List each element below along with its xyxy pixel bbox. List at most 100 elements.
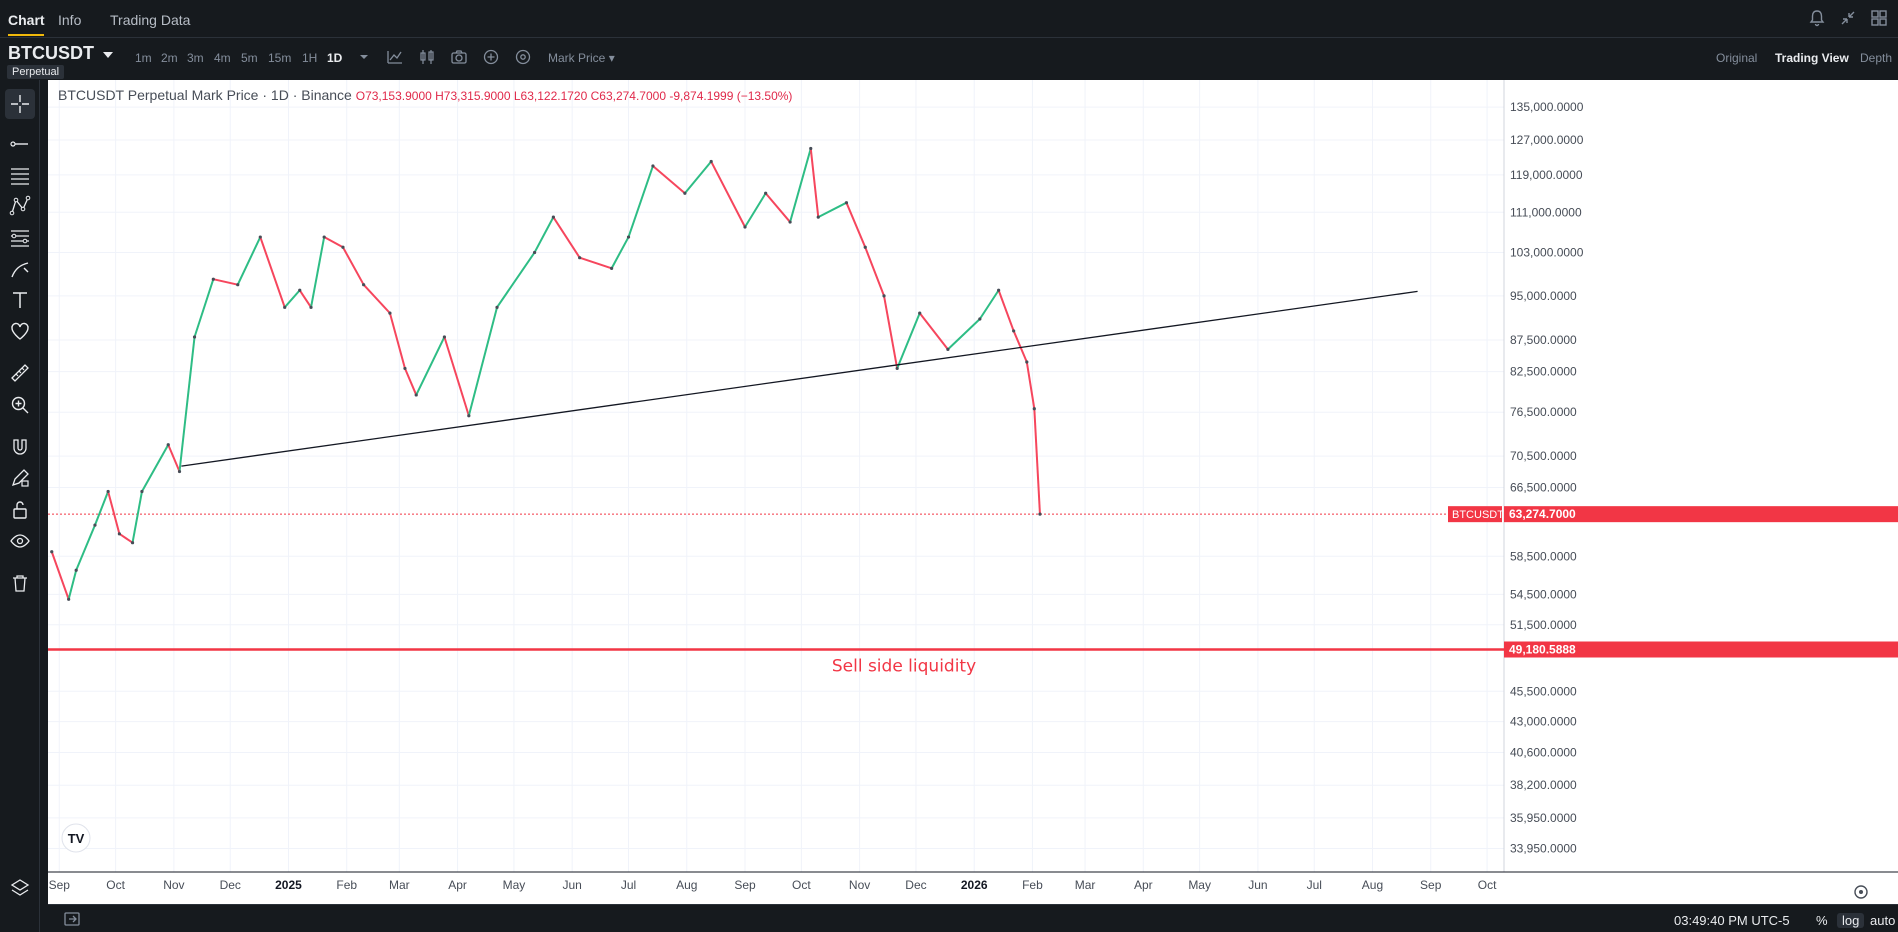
price-point — [211, 277, 215, 281]
y-tick-label: 66,500.0000 — [1510, 480, 1577, 494]
price-point — [467, 414, 471, 418]
collapse-icon[interactable] — [1838, 8, 1858, 28]
view-original[interactable]: Original — [1716, 51, 1758, 65]
y-tick-label: 119,000.0000 — [1510, 168, 1583, 182]
price-point — [863, 245, 867, 249]
price-segment — [979, 289, 1000, 320]
top-tab-bar: Chart Info Trading Data — [0, 0, 1898, 38]
price-segment — [947, 318, 981, 351]
percent-scale-toggle[interactable]: % — [1816, 913, 1828, 928]
interval-1m[interactable]: 1m — [135, 51, 152, 65]
interval-2m[interactable]: 2m — [161, 51, 178, 65]
price-point — [1038, 512, 1042, 516]
x-tick-label: Jun — [562, 878, 581, 892]
add-plus-icon[interactable] — [482, 48, 500, 66]
chart-area[interactable]: Sep Oct Nov Dec 2025 Feb Mar Apr May Jun Jul Aug Sep… — [48, 80, 1898, 912]
price-point — [309, 305, 313, 309]
tab-trading-data[interactable]: Trading Data — [110, 12, 191, 28]
tab-info[interactable]: Info — [58, 12, 82, 28]
price-point — [341, 245, 345, 249]
auto-scale-toggle[interactable]: auto — [1870, 913, 1896, 928]
log-scale-toggle[interactable]: log — [1837, 913, 1865, 928]
price-segment — [404, 368, 418, 396]
text-tool-icon[interactable] — [5, 285, 35, 315]
settings-icon[interactable] — [514, 48, 532, 66]
brush-icon[interactable] — [5, 254, 35, 284]
price-segment — [67, 570, 78, 600]
pattern-tool-icon[interactable] — [5, 191, 35, 221]
sell-side-liquidity-label: Sell side liquidity — [832, 657, 976, 677]
interval-15m[interactable]: 15m — [268, 51, 292, 65]
price-point — [258, 235, 262, 239]
tradingview-logo-mark: TV — [68, 831, 85, 846]
contract-type-badge: Perpetual — [7, 65, 65, 79]
lock-icon[interactable] — [5, 495, 35, 525]
symbol-selector[interactable]: BTCUSDT — [8, 43, 94, 63]
x-tick-label: Oct — [106, 878, 125, 892]
x-tick-label: Oct — [792, 878, 811, 892]
heart-icon[interactable] — [5, 316, 35, 346]
x-tick-label: May — [1188, 878, 1211, 892]
trash-icon[interactable] — [5, 568, 35, 598]
legend-ohlc-values: O73,153.9000 H73,315.9000 L63,122.1720 C… — [355, 89, 793, 103]
pencil-lock-icon[interactable] — [5, 463, 35, 493]
interval-1d[interactable]: 1D — [327, 51, 343, 65]
price-point — [388, 311, 392, 315]
interval-3m[interactable]: 3m — [187, 51, 204, 65]
x-tick-label: Jul — [621, 878, 636, 892]
chevron-down-icon: ▾ — [608, 51, 615, 65]
bell-icon[interactable] — [1807, 8, 1827, 28]
go-to-date-icon[interactable] — [63, 910, 81, 928]
interval-1h[interactable]: 1H — [302, 51, 318, 65]
price-point — [442, 335, 447, 339]
interval-5m[interactable]: 5m — [241, 51, 258, 65]
chevron-down-icon[interactable] — [103, 52, 113, 58]
price-segment — [896, 312, 921, 369]
price-chart[interactable]: Sep Oct Nov Dec 2025 Feb Mar Apr May Jun Jul Aug Sep… — [48, 80, 1898, 912]
interval-4m[interactable]: 4m — [214, 51, 231, 65]
grid-icon[interactable] — [1869, 8, 1889, 28]
y-tick-label: 70,500.0000 — [1510, 449, 1577, 463]
price-type-select[interactable]: Mark Price ▾ — [548, 51, 615, 65]
price-segment — [1033, 408, 1041, 515]
candle-type-icon[interactable] — [418, 48, 436, 66]
magnet-icon[interactable] — [5, 432, 35, 462]
view-depth[interactable]: Depth — [1860, 51, 1893, 65]
price-segment — [323, 236, 344, 249]
y-tick-label: 43,000.0000 — [1510, 715, 1577, 729]
price-point — [978, 317, 982, 321]
price-segment — [579, 256, 612, 270]
indicators-icon[interactable] — [386, 48, 404, 66]
price-point — [844, 201, 849, 205]
tab-chart[interactable]: Chart — [8, 12, 45, 28]
price-segment — [627, 165, 654, 238]
active-tab-underline — [8, 34, 44, 36]
layers-icon[interactable] — [5, 873, 35, 903]
price-point — [1012, 329, 1016, 333]
price-segment — [610, 236, 630, 269]
price-segment — [388, 312, 406, 369]
price-point — [298, 288, 302, 292]
price-point — [918, 311, 922, 315]
crosshair-icon[interactable] — [5, 89, 35, 119]
trend-line-icon[interactable] — [5, 129, 35, 159]
y-tick-label: 40,600.0000 — [1510, 745, 1577, 759]
price-point — [895, 366, 899, 371]
y-tick-label: 135,000.0000 — [1510, 100, 1584, 114]
timezone-clock[interactable]: 03:49:40 PM UTC-5 — [1674, 913, 1790, 928]
horizontal-lines-icon[interactable] — [5, 160, 35, 190]
interval-dropdown-icon[interactable] — [355, 48, 373, 66]
view-trading-view[interactable]: Trading View — [1775, 51, 1849, 65]
camera-icon[interactable] — [450, 48, 468, 66]
fibonacci-icon[interactable] — [5, 223, 35, 253]
price-point — [578, 256, 582, 260]
zoom-in-icon[interactable] — [5, 390, 35, 420]
axis-settings-icon-center — [1859, 890, 1863, 894]
ruler-icon[interactable] — [5, 358, 35, 388]
price-segment — [75, 524, 96, 571]
eye-icon[interactable] — [5, 526, 35, 556]
y-tick-label: 76,500.0000 — [1510, 405, 1577, 419]
price-segment — [167, 444, 181, 472]
price-point — [50, 550, 54, 554]
x-tick-label: Jun — [1248, 878, 1267, 892]
